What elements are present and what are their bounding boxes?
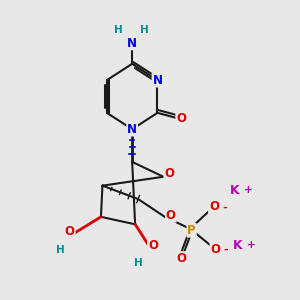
- Text: O: O: [210, 243, 220, 256]
- Text: O: O: [148, 238, 158, 252]
- Text: O: O: [176, 252, 186, 265]
- Text: O: O: [164, 167, 174, 180]
- Text: H: H: [140, 25, 148, 34]
- Text: N: N: [127, 37, 137, 50]
- Text: -: -: [224, 244, 228, 255]
- Text: K: K: [230, 184, 239, 196]
- Text: O: O: [176, 112, 186, 125]
- Text: O: O: [65, 225, 75, 238]
- Text: N: N: [152, 74, 162, 87]
- Text: -: -: [222, 203, 226, 213]
- Text: N: N: [127, 123, 137, 136]
- Text: K: K: [233, 238, 242, 252]
- Text: O: O: [166, 209, 176, 222]
- Text: P: P: [187, 224, 196, 237]
- Text: H: H: [134, 258, 142, 268]
- Text: O: O: [209, 200, 219, 213]
- Text: H: H: [114, 25, 123, 34]
- Text: +: +: [247, 240, 255, 250]
- Text: H: H: [56, 244, 65, 255]
- Text: +: +: [244, 185, 253, 195]
